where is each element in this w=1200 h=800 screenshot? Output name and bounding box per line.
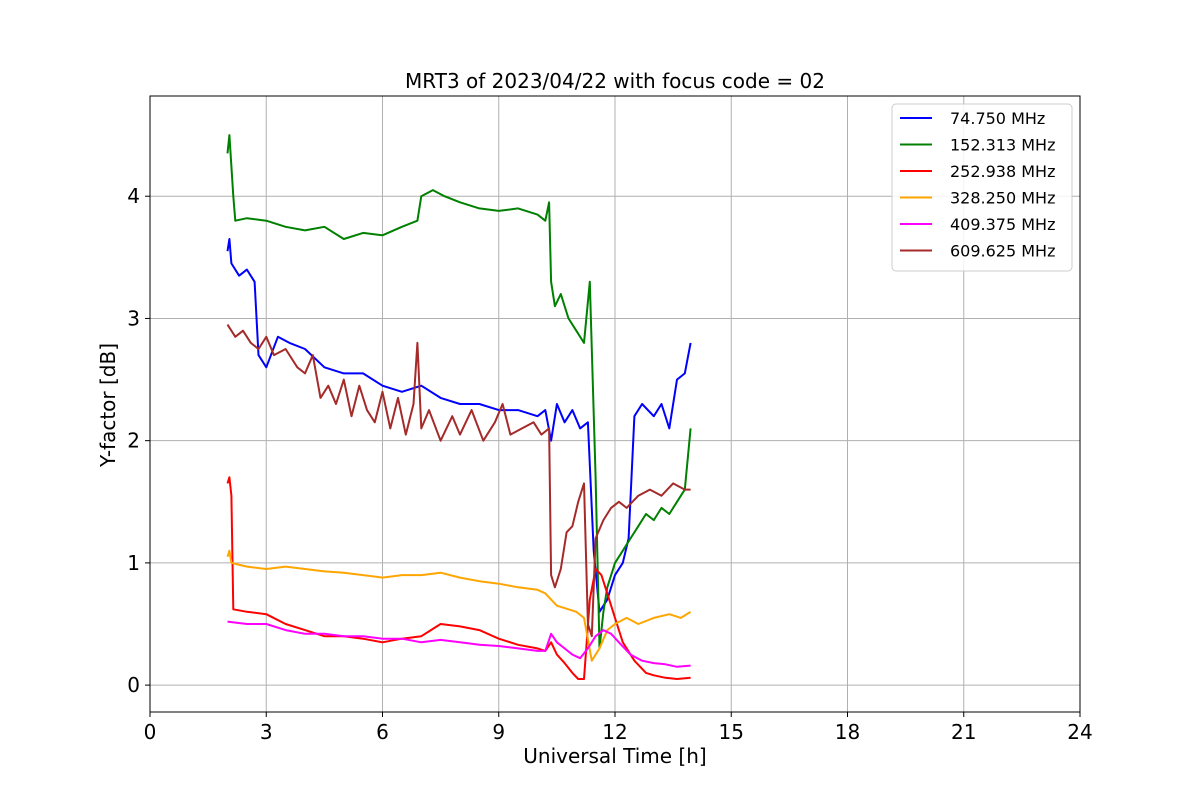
x-tick-label: 3 <box>260 720 273 744</box>
y-tick-label: 4 <box>127 184 140 208</box>
y-axis-ticks: 0 1 2 3 4 <box>127 184 150 697</box>
x-tick-label: 18 <box>835 720 860 744</box>
series-line-2 <box>226 134 692 650</box>
series-line-1 <box>226 238 692 613</box>
x-axis-label: Universal Time [h] <box>523 744 706 768</box>
legend-label: 409.375 MHz <box>950 215 1055 234</box>
legend-label: 74.750 MHz <box>950 109 1045 128</box>
x-tick-label: 0 <box>144 720 157 744</box>
x-tick-label: 21 <box>951 720 976 744</box>
series-line-3 <box>226 476 691 680</box>
chart-title: MRT3 of 2023/04/22 with focus code = 02 <box>405 69 825 93</box>
series-line-4 <box>226 549 692 662</box>
series-lines <box>226 134 692 680</box>
series-line-5 <box>227 620 691 668</box>
legend-label: 152.313 MHz <box>950 136 1055 155</box>
series-line-6 <box>226 324 691 638</box>
x-tick-label: 12 <box>602 720 627 744</box>
x-axis-ticks: 0 3 6 9 12 15 18 21 24 <box>144 712 1093 744</box>
y-axis-label: Y-factor [dB] <box>96 343 120 468</box>
x-tick-label: 6 <box>376 720 389 744</box>
legend: 74.750 MHz 152.313 MHz 252.938 MHz 328.250 … <box>891 103 1073 272</box>
y-tick-label: 3 <box>127 306 140 330</box>
legend-label: 328.250 MHz <box>950 189 1055 208</box>
legend-label: 609.625 MHz <box>950 242 1055 261</box>
y-tick-label: 0 <box>127 673 140 697</box>
legend-label: 252.938 MHz <box>950 162 1055 181</box>
x-tick-label: 15 <box>719 720 744 744</box>
x-tick-label: 9 <box>492 720 505 744</box>
y-tick-label: 1 <box>127 551 140 575</box>
y-tick-label: 2 <box>127 429 140 453</box>
legend-box <box>891 103 1073 272</box>
x-tick-label: 24 <box>1067 720 1092 744</box>
